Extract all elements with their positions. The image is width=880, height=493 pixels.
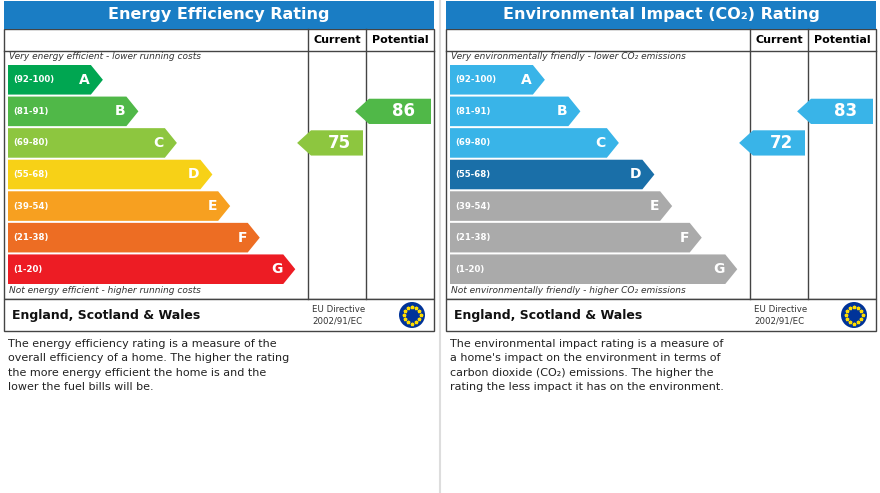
- Text: (92-100): (92-100): [455, 75, 496, 84]
- Polygon shape: [739, 130, 805, 156]
- Text: F: F: [679, 231, 689, 245]
- Polygon shape: [450, 128, 619, 158]
- Text: Very energy efficient - lower running costs: Very energy efficient - lower running co…: [9, 52, 201, 61]
- Text: B: B: [557, 105, 568, 118]
- Text: Not energy efficient - higher running costs: Not energy efficient - higher running co…: [9, 286, 201, 295]
- Text: (21-38): (21-38): [455, 233, 490, 242]
- Polygon shape: [8, 128, 177, 158]
- Text: The environmental impact rating is a measure of
a home's impact on the environme: The environmental impact rating is a mea…: [450, 339, 724, 392]
- Polygon shape: [450, 160, 655, 189]
- Circle shape: [841, 302, 867, 328]
- Text: C: C: [154, 136, 164, 150]
- Text: (1-20): (1-20): [455, 265, 484, 274]
- Bar: [4, 29, 434, 299]
- Polygon shape: [450, 65, 545, 95]
- Text: A: A: [521, 73, 532, 87]
- Text: D: D: [188, 168, 200, 181]
- Circle shape: [399, 302, 425, 328]
- Bar: [4, 299, 434, 331]
- Polygon shape: [8, 97, 138, 126]
- Text: (92-100): (92-100): [13, 75, 55, 84]
- Text: (55-68): (55-68): [13, 170, 48, 179]
- Polygon shape: [450, 223, 701, 252]
- Text: (69-80): (69-80): [455, 139, 490, 147]
- Text: Not environmentally friendly - higher CO₂ emissions: Not environmentally friendly - higher CO…: [451, 286, 686, 295]
- Text: 75: 75: [328, 134, 351, 152]
- Text: Potential: Potential: [814, 35, 870, 45]
- Text: 86: 86: [392, 103, 414, 120]
- Polygon shape: [8, 160, 212, 189]
- Polygon shape: [297, 130, 363, 156]
- Bar: [4, 1, 434, 29]
- Text: The energy efficiency rating is a measure of the
overall efficiency of a home. T: The energy efficiency rating is a measur…: [8, 339, 290, 392]
- Text: (69-80): (69-80): [13, 139, 48, 147]
- Text: England, Scotland & Wales: England, Scotland & Wales: [12, 309, 201, 321]
- Bar: [446, 299, 876, 331]
- Text: G: G: [713, 262, 724, 276]
- Text: (55-68): (55-68): [455, 170, 490, 179]
- Text: (1-20): (1-20): [13, 265, 42, 274]
- Bar: [446, 29, 876, 299]
- Polygon shape: [356, 99, 431, 124]
- Polygon shape: [8, 65, 103, 95]
- Text: (21-38): (21-38): [13, 233, 48, 242]
- Text: (81-91): (81-91): [13, 107, 48, 116]
- Text: Environmental Impact (CO₂) Rating: Environmental Impact (CO₂) Rating: [502, 7, 819, 23]
- Text: Potential: Potential: [371, 35, 429, 45]
- Text: EU Directive
2002/91/EC: EU Directive 2002/91/EC: [312, 305, 365, 325]
- Polygon shape: [8, 254, 296, 284]
- Text: EU Directive
2002/91/EC: EU Directive 2002/91/EC: [754, 305, 807, 325]
- Polygon shape: [8, 191, 231, 221]
- Text: E: E: [649, 199, 659, 213]
- Text: G: G: [271, 262, 282, 276]
- Text: Energy Efficiency Rating: Energy Efficiency Rating: [108, 7, 330, 23]
- Text: E: E: [208, 199, 217, 213]
- Polygon shape: [8, 223, 260, 252]
- Bar: [446, 1, 876, 29]
- Text: 72: 72: [770, 134, 793, 152]
- Text: (39-54): (39-54): [13, 202, 48, 211]
- Text: F: F: [238, 231, 246, 245]
- Text: Current: Current: [313, 35, 361, 45]
- Text: England, Scotland & Wales: England, Scotland & Wales: [454, 309, 642, 321]
- Polygon shape: [450, 97, 581, 126]
- Polygon shape: [450, 191, 672, 221]
- Text: D: D: [630, 168, 642, 181]
- Text: (81-91): (81-91): [455, 107, 490, 116]
- Text: Current: Current: [755, 35, 803, 45]
- Polygon shape: [450, 254, 737, 284]
- Text: C: C: [596, 136, 605, 150]
- Text: (39-54): (39-54): [455, 202, 490, 211]
- Text: B: B: [114, 105, 125, 118]
- Text: Very environmentally friendly - lower CO₂ emissions: Very environmentally friendly - lower CO…: [451, 52, 686, 61]
- Text: 83: 83: [833, 103, 856, 120]
- Text: A: A: [79, 73, 90, 87]
- Polygon shape: [797, 99, 873, 124]
